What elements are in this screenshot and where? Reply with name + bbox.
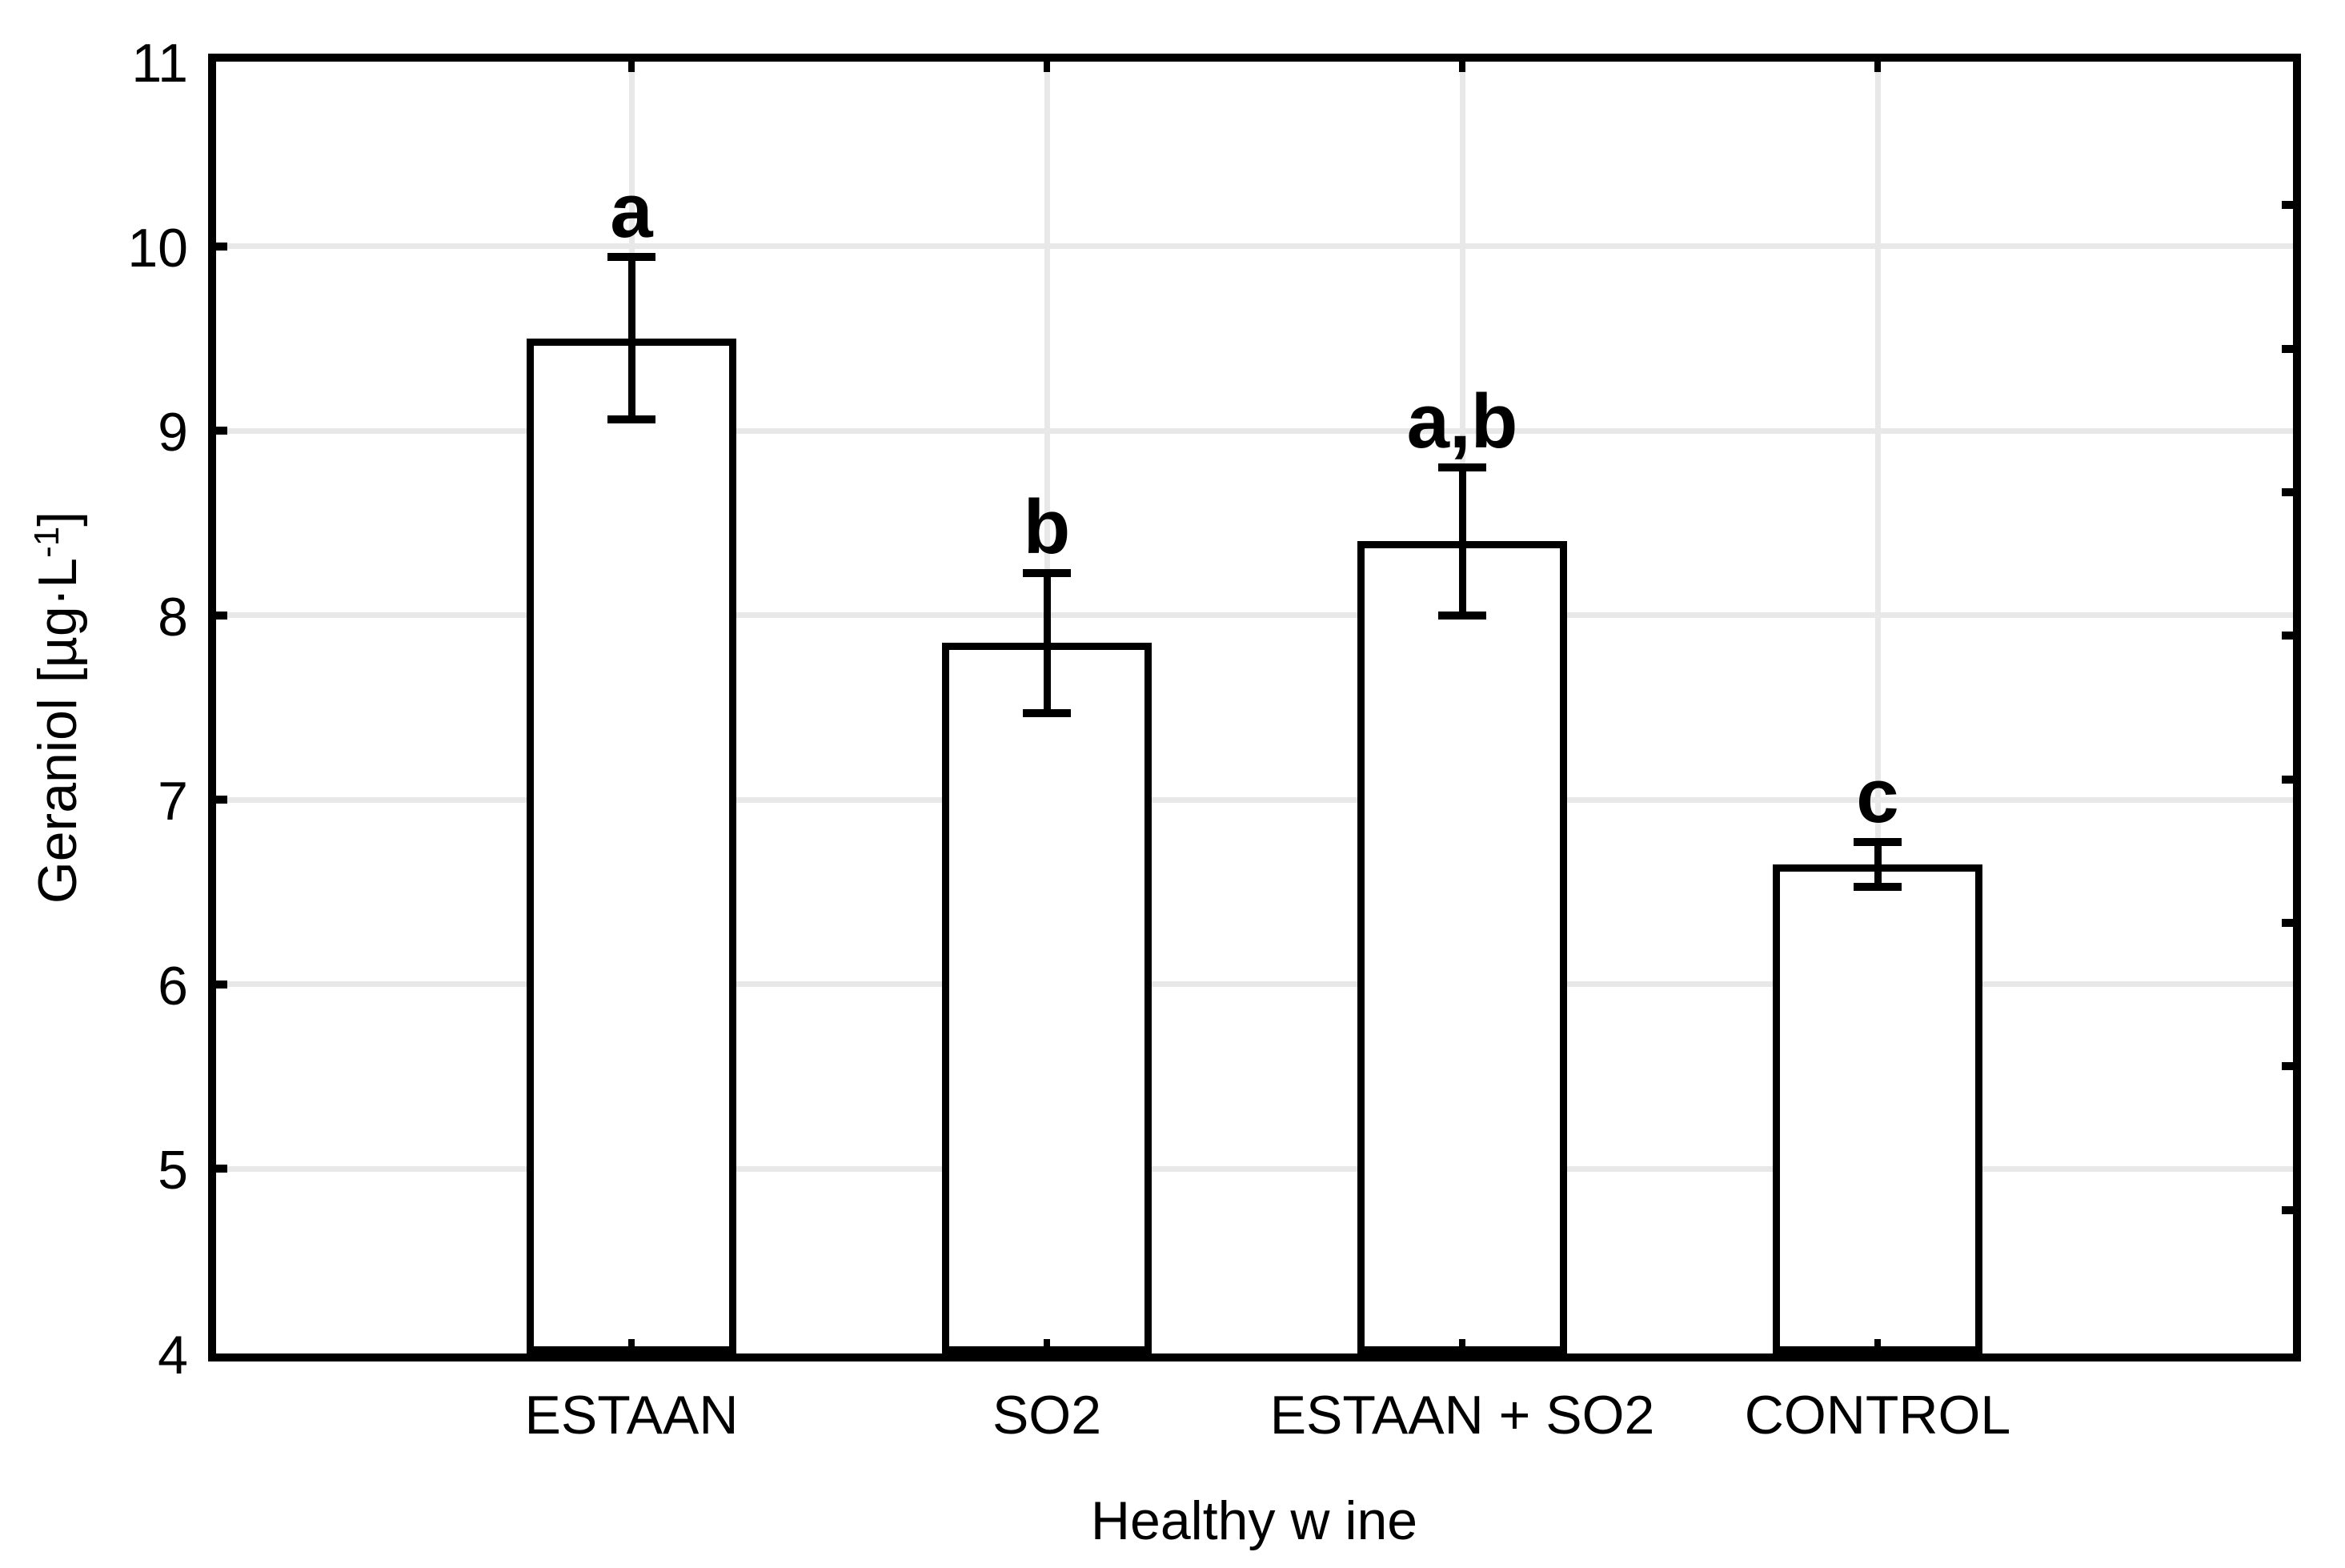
x-axis-bottom-tick [628, 1339, 635, 1353]
right-axis-tick [2282, 632, 2293, 640]
error-bar-cap-bottom [1854, 882, 1902, 891]
horizontal-gridline [216, 796, 2293, 803]
y-axis-tick-label: 11 [131, 33, 188, 94]
y-axis-tick [216, 242, 227, 251]
significance-letter: a,b [1406, 379, 1518, 465]
y-axis-tick-label: 8 [158, 586, 188, 648]
y-axis-tick-label: 5 [158, 1140, 188, 1201]
error-bar-cap-bottom [607, 415, 655, 424]
x-axis-category-label: CONTROL [1744, 1385, 2011, 1446]
horizontal-gridline [216, 243, 2293, 250]
y-axis-tick-label: 9 [158, 402, 188, 463]
significance-letter: b [1023, 483, 1071, 570]
error-bar-cap-top [1023, 568, 1071, 577]
horizontal-gridline [216, 427, 2293, 434]
right-axis-tick [2282, 201, 2293, 210]
plot-area: a b a,b c [208, 54, 2301, 1361]
x-axis-category-label: ESTAAN [524, 1385, 739, 1446]
bar [1773, 864, 1982, 1353]
x-axis-top-tick [1874, 62, 1881, 72]
bar [527, 338, 736, 1353]
right-axis-tick [2282, 344, 2293, 353]
error-bar [1458, 467, 1466, 616]
y-axis-tick-label: 4 [158, 1325, 188, 1386]
bar [942, 643, 1152, 1353]
vertical-gridline [1874, 62, 1881, 1353]
x-axis-category-label: ESTAAN + SO2 [1269, 1385, 1655, 1446]
x-axis-bottom-tick [1044, 1339, 1050, 1353]
x-axis-title: Healthy w ine [1090, 1490, 1418, 1551]
error-bar [627, 257, 635, 420]
y-axis-title-superscript: -1 [27, 526, 66, 558]
bar [1357, 541, 1567, 1353]
x-axis-top-tick [1459, 62, 1465, 72]
error-bar-cap-top [607, 253, 655, 262]
error-bar [1874, 842, 1882, 887]
y-axis-tick [216, 611, 227, 620]
error-bar-cap-top [1854, 838, 1902, 847]
error-bar-cap-bottom [1023, 708, 1071, 717]
error-bar-cap-top [1438, 463, 1486, 472]
y-axis-tick [216, 427, 227, 435]
x-axis-bottom-tick [1459, 1339, 1465, 1353]
error-bar [1043, 572, 1051, 713]
y-axis-tick-label: 6 [158, 955, 188, 1017]
x-axis-bottom-tick [1874, 1339, 1881, 1353]
right-axis-tick [2282, 488, 2293, 496]
y-axis-tick [216, 1165, 227, 1173]
right-axis-tick [2282, 1205, 2293, 1214]
y-axis-tick [216, 796, 227, 804]
x-axis-category-label: SO2 [992, 1385, 1102, 1446]
y-axis-tick-label: 7 [158, 771, 188, 832]
error-bar-cap-bottom [1438, 611, 1486, 620]
y-axis-tick-label: 10 [127, 217, 188, 279]
right-axis-tick [2282, 775, 2293, 784]
x-axis-top-tick [1044, 62, 1050, 72]
y-axis-title: Geraniol [µg·L-1] [27, 511, 88, 904]
x-axis-top-tick [628, 62, 635, 72]
horizontal-gridline [216, 612, 2293, 619]
significance-letter: c [1856, 753, 1899, 840]
horizontal-gridline [216, 1165, 2293, 1172]
horizontal-gridline [216, 981, 2293, 988]
significance-letter: a [610, 168, 653, 255]
right-axis-tick [2282, 1062, 2293, 1071]
y-axis-tick [216, 980, 227, 989]
right-axis-tick [2282, 919, 2293, 927]
